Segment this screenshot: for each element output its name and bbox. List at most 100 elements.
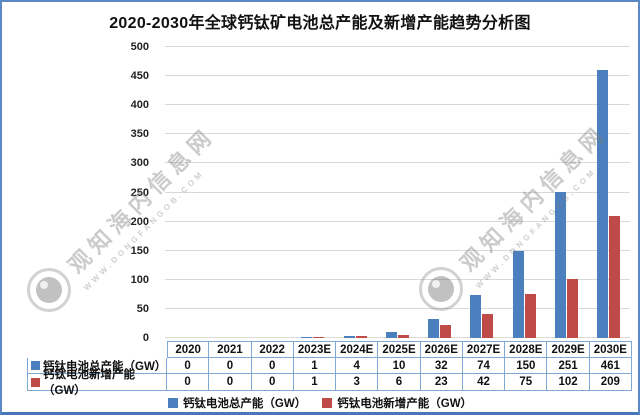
table-row-label: 钙钛电池新增产能（GW）: [27, 369, 167, 397]
legend-item: 钙钛电池新增产能（GW）: [322, 395, 472, 411]
bar: [440, 324, 452, 338]
table-value-cell: 0: [167, 358, 210, 374]
series-swatch-icon: [31, 377, 40, 387]
y-tick-label: 500: [130, 41, 149, 53]
table-header-cell: 2029E: [547, 341, 590, 358]
y-tick-label: 250: [130, 186, 149, 199]
bar: [567, 278, 579, 338]
table-value-cell: 251: [547, 358, 590, 374]
bar: [355, 336, 367, 338]
table-header-cell: 2025E: [378, 341, 421, 358]
chart-title: 2020-2030年全球钙钛矿电池总产能及新增产能趋势分析图: [109, 15, 531, 32]
legend-item: 钙钛电池总产能（GW）: [167, 395, 307, 411]
table-header-cell: 2027E: [462, 341, 506, 358]
table-value-cell: 1: [293, 374, 337, 391]
table-value-cell: 23: [420, 374, 463, 391]
bar: [609, 216, 621, 338]
gridline: [165, 220, 630, 222]
bar-group-2027E: [461, 47, 503, 338]
gridline: [165, 46, 630, 47]
gridline: [165, 162, 630, 164]
y-tick-label: 0: [142, 332, 149, 344]
bar-group-2020: [165, 47, 207, 338]
bar: [512, 250, 524, 338]
gridline: [165, 104, 630, 106]
y-tick-label: 150: [130, 244, 149, 257]
y-axis: 0 50 100 150 200 250 300 350 400 450 500: [2, 41, 157, 344]
gridline: [165, 307, 630, 309]
table-value-cell: 32: [420, 358, 463, 374]
table-value-cell: 209: [589, 374, 632, 391]
table-value-cell: 4: [336, 358, 379, 374]
legend-label: 钙钛电池新增产能（GW）: [337, 397, 473, 410]
bar-group-2028E: [503, 47, 545, 338]
bar-group-2021: [207, 47, 249, 338]
table-header-cell: 2026E: [420, 341, 463, 358]
table-value-cell: 10: [378, 358, 421, 374]
gridline: [165, 191, 630, 193]
y-tick-label: 300: [130, 157, 149, 170]
bar: [597, 69, 609, 338]
gridline: [165, 133, 630, 135]
y-tick-label: 200: [130, 215, 149, 228]
table-value-cell: 0: [167, 374, 210, 391]
y-tick-label: 100: [130, 273, 149, 286]
bar-group-2029E: [545, 47, 587, 338]
table-header-cell: 2023E: [293, 341, 337, 358]
y-tick-label: 450: [130, 70, 149, 83]
table-header-cell: 2022: [251, 341, 294, 358]
bar: [482, 313, 494, 338]
table-value-cell: 0: [209, 358, 252, 374]
bar-group-2024E: [334, 47, 376, 338]
table-header-cell: 2021: [209, 341, 252, 358]
table-value-cell: 75: [505, 374, 548, 391]
table-value-cell: 0: [209, 374, 252, 391]
bar-group-2025E: [376, 47, 418, 338]
legend-swatch-icon: [322, 397, 333, 408]
table-header-cell: 2020: [167, 341, 210, 358]
table-value-cell: 74: [462, 358, 506, 374]
gridline: [165, 75, 630, 77]
series-swatch-icon: [31, 361, 40, 370]
bar: [385, 332, 397, 338]
table-value-cell: 150: [505, 358, 548, 374]
gridline: [165, 278, 630, 280]
gridline: [165, 337, 630, 338]
y-tick-label: 50: [136, 302, 149, 315]
bar-group-2022: [250, 47, 292, 338]
table-value-cell: 0: [251, 374, 294, 391]
bar: [524, 294, 536, 338]
table-row-label: 钙钛电池总产能（GW）: [27, 358, 167, 374]
table-corner-cell: [27, 341, 167, 358]
table-value-cell: 0: [251, 358, 294, 374]
bar-group-2023E: [292, 47, 334, 338]
y-tick-label: 350: [130, 128, 149, 141]
table-value-cell: 461: [589, 358, 632, 374]
table-value-cell: 102: [547, 374, 590, 391]
bar: [428, 319, 440, 338]
bar-group-2030E: [588, 47, 630, 338]
table-header-cell: 2028E: [505, 341, 548, 358]
chart-legend: 钙钛电池总产能（GW） 钙钛电池新增产能（GW）: [2, 394, 638, 411]
data-table: 2020 2021 2022 2023E 2024E 2025E 2026E 2027E 202…: [27, 341, 632, 397]
gridline: [165, 249, 630, 251]
table-value-cell: 1: [293, 358, 337, 374]
bar: [555, 191, 567, 338]
legend-label: 钙钛电池总产能（GW）: [182, 397, 307, 410]
bar: [313, 337, 325, 338]
bar: [343, 335, 355, 338]
bar-group-2026E: [419, 47, 461, 338]
table-header-cell: 2030E: [589, 341, 632, 358]
plot-area: [165, 46, 630, 338]
table-value-cell: 3: [336, 374, 379, 391]
table-value-cell: 42: [462, 374, 506, 391]
bar-groups: [165, 47, 630, 338]
bar: [397, 334, 409, 338]
y-tick-label: 400: [130, 99, 149, 112]
bar: [301, 337, 313, 338]
table-header-cell: 2024E: [336, 341, 379, 358]
legend-swatch-icon: [167, 397, 178, 408]
table-value-cell: 6: [378, 374, 421, 391]
bar: [470, 294, 482, 338]
